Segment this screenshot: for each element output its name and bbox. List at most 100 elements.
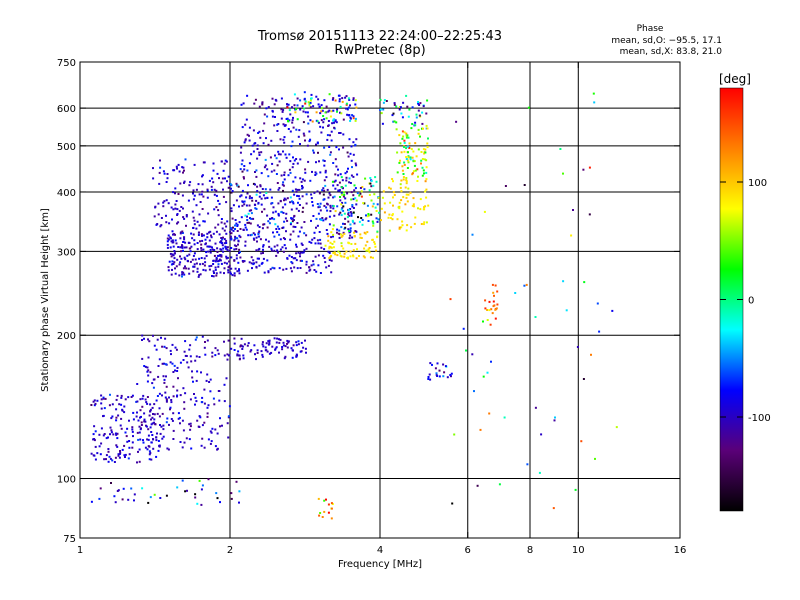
data-point	[400, 151, 403, 154]
data-point	[333, 195, 336, 198]
data-point	[305, 260, 308, 263]
data-point	[151, 422, 154, 425]
data-point	[296, 194, 299, 197]
data-point	[426, 127, 429, 130]
data-point	[200, 444, 203, 447]
data-point	[300, 341, 303, 344]
data-point	[146, 448, 149, 451]
data-point	[342, 247, 345, 250]
data-point	[153, 418, 156, 421]
data-point	[339, 105, 342, 108]
data-point	[292, 257, 295, 260]
data-point	[230, 207, 233, 210]
data-point	[155, 399, 158, 402]
data-point	[150, 418, 152, 421]
data-point	[192, 265, 195, 268]
data-point	[251, 199, 254, 202]
data-point	[398, 227, 401, 230]
data-point	[261, 341, 264, 344]
data-point	[147, 338, 149, 341]
data-point	[290, 217, 293, 220]
data-point	[216, 172, 219, 175]
data-point	[163, 172, 166, 175]
data-point	[149, 496, 152, 499]
data-point	[289, 160, 292, 163]
data-point	[401, 130, 404, 133]
data-point	[572, 209, 574, 211]
data-point	[380, 207, 383, 210]
data-point	[168, 260, 171, 263]
data-point	[202, 268, 205, 271]
data-point	[100, 442, 103, 445]
data-point	[182, 216, 185, 219]
data-point	[171, 218, 173, 221]
data-point	[225, 377, 228, 380]
data-point	[255, 249, 258, 252]
data-point	[213, 249, 216, 251]
data-point	[233, 239, 236, 242]
data-point	[438, 369, 441, 372]
data-point	[194, 403, 196, 406]
data-point	[284, 153, 287, 156]
data-point	[374, 176, 377, 179]
data-point	[206, 196, 209, 199]
data-point	[338, 100, 341, 103]
data-point	[255, 358, 257, 361]
data-point	[262, 142, 265, 145]
data-point	[228, 354, 231, 357]
data-point	[336, 108, 339, 111]
data-point	[116, 437, 119, 440]
data-point	[562, 280, 565, 283]
data-point	[244, 123, 247, 126]
data-point	[164, 363, 167, 366]
data-point	[376, 220, 379, 223]
data-point	[171, 419, 174, 422]
data-point	[170, 206, 173, 209]
data-point	[288, 153, 291, 156]
data-point	[198, 415, 201, 418]
data-point	[188, 438, 191, 441]
data-point	[203, 257, 206, 260]
data-point	[404, 186, 407, 189]
data-point	[185, 224, 187, 227]
data-point	[271, 202, 274, 204]
data-point	[339, 196, 341, 198]
data-point	[336, 254, 339, 257]
data-point	[329, 194, 332, 197]
data-point	[213, 272, 215, 274]
data-point	[100, 394, 103, 397]
data-point	[193, 243, 196, 246]
data-point	[336, 228, 339, 231]
data-point	[429, 378, 432, 381]
data-point	[422, 169, 425, 172]
data-point	[396, 151, 399, 154]
data-point	[176, 366, 179, 369]
data-point	[283, 220, 286, 223]
data-point	[373, 241, 376, 244]
data-point	[350, 159, 353, 162]
data-point	[281, 348, 284, 351]
data-point	[373, 193, 376, 196]
data-point	[297, 135, 300, 138]
data-point	[377, 196, 380, 199]
data-point	[286, 103, 288, 106]
data-point	[347, 213, 350, 216]
data-point	[330, 110, 333, 113]
data-point	[252, 150, 255, 153]
data-point	[236, 270, 239, 273]
data-point	[181, 232, 184, 234]
data-point	[233, 337, 236, 340]
data-point	[225, 160, 228, 163]
data-point	[132, 411, 135, 414]
data-point	[309, 119, 312, 122]
data-point	[156, 432, 158, 435]
data-point	[213, 208, 216, 211]
data-point	[290, 347, 293, 350]
data-point	[421, 158, 424, 160]
data-point	[152, 177, 155, 180]
data-point	[264, 346, 267, 349]
data-point	[301, 251, 304, 254]
data-point	[494, 317, 497, 320]
data-point	[301, 185, 303, 187]
data-point	[291, 217, 294, 220]
